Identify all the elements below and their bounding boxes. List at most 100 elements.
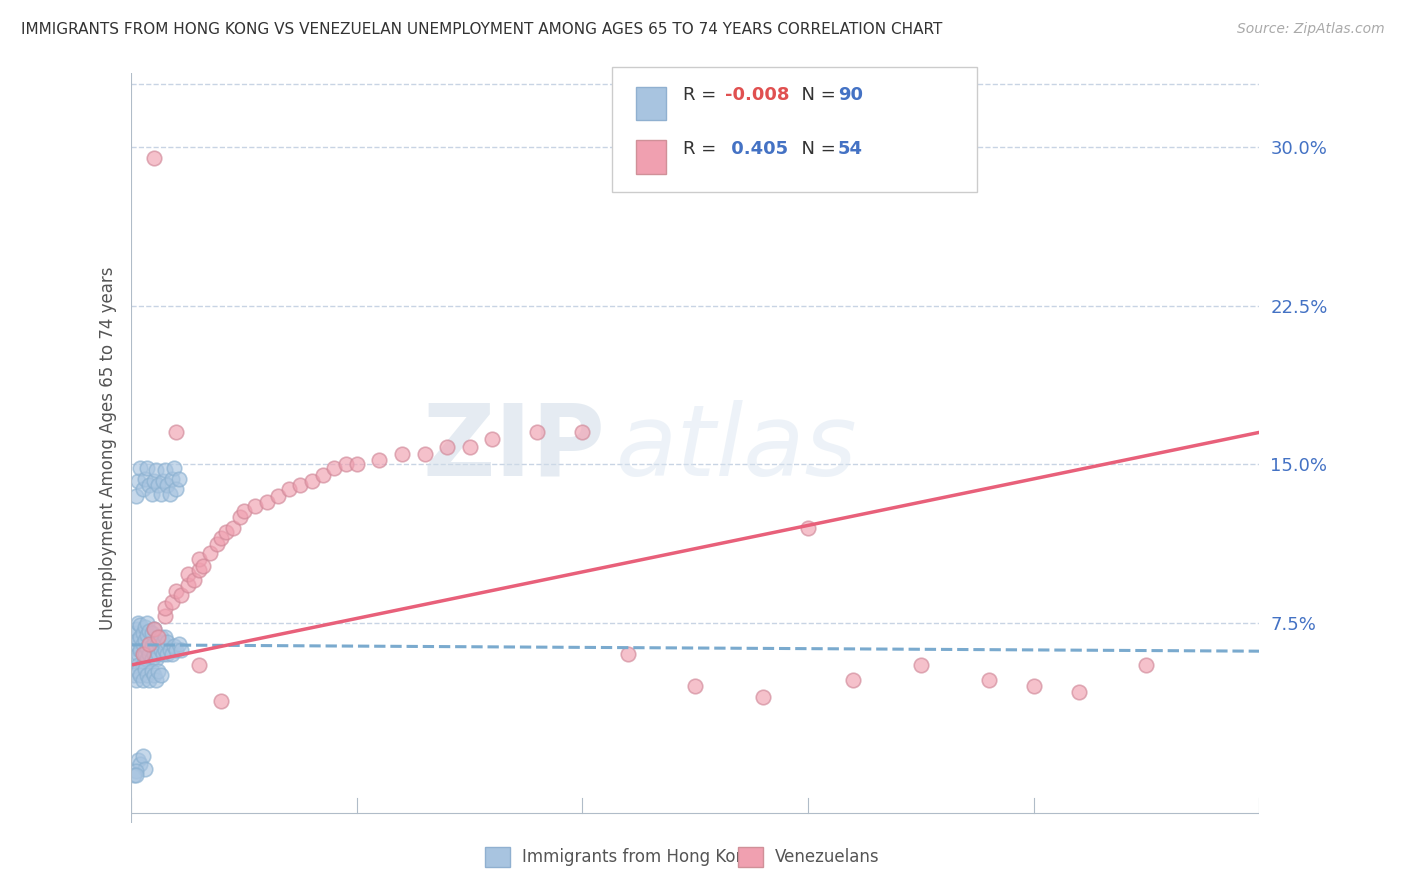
Point bbox=[122, 640, 145, 655]
Point bbox=[125, 673, 148, 687]
Point bbox=[125, 768, 148, 782]
Point bbox=[160, 594, 183, 608]
Point bbox=[160, 472, 183, 486]
Point bbox=[141, 639, 163, 653]
Point bbox=[122, 768, 145, 782]
Text: ZIP: ZIP bbox=[422, 400, 605, 497]
Point bbox=[136, 640, 159, 655]
Point bbox=[127, 753, 149, 767]
Point bbox=[152, 634, 174, 648]
Point bbox=[233, 503, 256, 517]
Point bbox=[134, 648, 156, 662]
Point bbox=[138, 478, 160, 492]
Point bbox=[1022, 679, 1045, 693]
Point bbox=[228, 510, 250, 524]
Point bbox=[129, 631, 152, 645]
Point bbox=[149, 486, 172, 500]
Point bbox=[131, 648, 153, 662]
Point bbox=[167, 472, 190, 486]
Point bbox=[193, 558, 215, 573]
Point bbox=[131, 673, 153, 687]
Point bbox=[145, 639, 167, 653]
Text: Source: ZipAtlas.com: Source: ZipAtlas.com bbox=[1237, 22, 1385, 37]
Text: N =: N = bbox=[790, 139, 842, 158]
Point bbox=[131, 648, 153, 662]
Point bbox=[141, 665, 163, 679]
Point bbox=[683, 679, 706, 693]
Point bbox=[127, 474, 149, 488]
Point bbox=[267, 489, 290, 503]
Point bbox=[153, 463, 176, 477]
Point bbox=[413, 446, 436, 460]
Point bbox=[129, 668, 152, 682]
Point bbox=[200, 546, 222, 560]
Point bbox=[187, 552, 209, 566]
Point bbox=[148, 648, 170, 662]
Point bbox=[153, 643, 176, 657]
Text: 0.405: 0.405 bbox=[725, 139, 789, 158]
Point bbox=[145, 463, 167, 477]
Point bbox=[160, 648, 183, 662]
Point bbox=[156, 648, 179, 662]
Text: R =: R = bbox=[683, 139, 723, 158]
Point bbox=[122, 626, 145, 640]
Point bbox=[141, 486, 163, 500]
Point bbox=[138, 624, 160, 639]
Point bbox=[842, 673, 865, 687]
Point bbox=[136, 615, 159, 630]
Point bbox=[301, 474, 323, 488]
Point bbox=[138, 648, 160, 662]
Point bbox=[125, 489, 148, 503]
Point bbox=[278, 483, 301, 497]
Point bbox=[145, 673, 167, 687]
Text: R =: R = bbox=[683, 86, 723, 104]
Point bbox=[136, 668, 159, 682]
Text: 90: 90 bbox=[838, 86, 863, 104]
Point bbox=[129, 757, 152, 772]
Point bbox=[131, 637, 153, 651]
Point bbox=[163, 639, 186, 653]
Point bbox=[752, 690, 775, 704]
Point bbox=[436, 440, 458, 454]
Point bbox=[122, 668, 145, 682]
Point bbox=[134, 662, 156, 676]
Point bbox=[148, 665, 170, 679]
Point bbox=[153, 631, 176, 645]
Text: -0.008: -0.008 bbox=[725, 86, 790, 104]
Point bbox=[312, 467, 335, 482]
Point bbox=[148, 631, 170, 645]
Point bbox=[165, 643, 187, 657]
Point bbox=[176, 577, 198, 591]
Point bbox=[156, 634, 179, 648]
Point bbox=[134, 762, 156, 776]
Point bbox=[368, 453, 391, 467]
Point bbox=[222, 520, 245, 534]
Point bbox=[183, 574, 205, 588]
Text: atlas: atlas bbox=[616, 400, 858, 497]
Point bbox=[131, 626, 153, 640]
Point bbox=[526, 425, 548, 440]
Point bbox=[138, 637, 160, 651]
Point bbox=[125, 651, 148, 665]
Point bbox=[141, 651, 163, 665]
Point bbox=[290, 478, 312, 492]
Point bbox=[142, 474, 165, 488]
Point bbox=[142, 622, 165, 636]
Point bbox=[797, 520, 820, 534]
Point bbox=[458, 440, 481, 454]
Point bbox=[176, 567, 198, 582]
Point bbox=[136, 461, 159, 475]
Point bbox=[148, 634, 170, 648]
Point bbox=[142, 648, 165, 662]
Point bbox=[335, 457, 357, 471]
Point bbox=[127, 648, 149, 662]
Text: Venezuelans: Venezuelans bbox=[775, 848, 879, 866]
Point bbox=[391, 446, 413, 460]
Point bbox=[165, 483, 187, 497]
Point bbox=[134, 472, 156, 486]
Point bbox=[152, 648, 174, 662]
Point bbox=[170, 588, 193, 602]
Point bbox=[165, 583, 187, 598]
Point bbox=[1067, 685, 1090, 699]
Point bbox=[136, 628, 159, 642]
